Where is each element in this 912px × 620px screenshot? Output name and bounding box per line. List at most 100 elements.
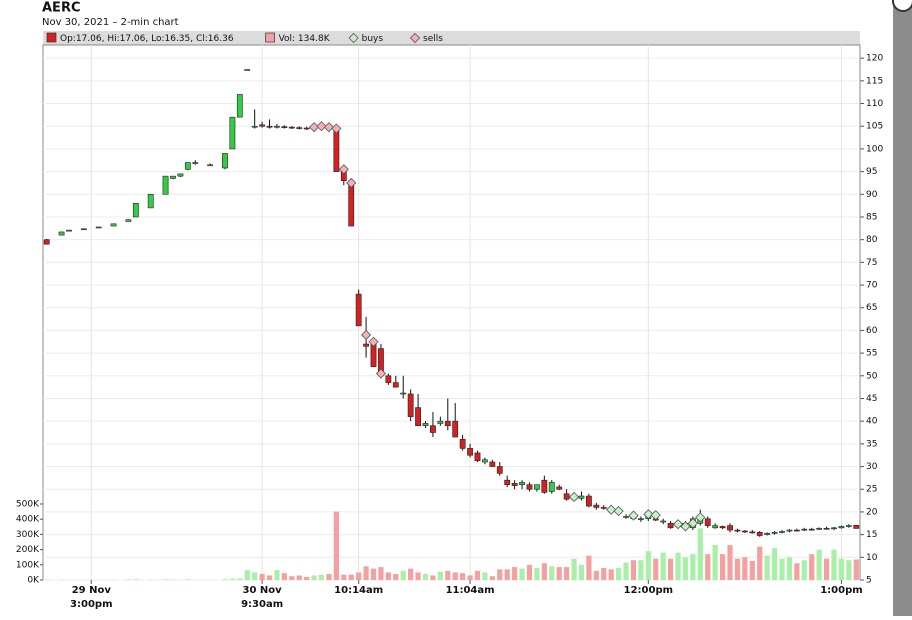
candle-body: [393, 383, 398, 388]
candle-body: [542, 480, 547, 492]
legend-label: Op:17.06, Hi:17.06, Lo:16.35, Cl:16.36: [60, 34, 234, 44]
volume-bar: [185, 579, 190, 580]
candle-body: [208, 165, 213, 166]
volume-bar: [549, 566, 554, 580]
chart-title: AERC: [42, 1, 81, 16]
candle-body: [794, 530, 799, 531]
candle-body: [230, 117, 235, 149]
y-tick-label: 30: [866, 462, 878, 472]
legend-swatch: [266, 33, 275, 42]
legend-swatch: [47, 33, 56, 42]
candle-body: [557, 487, 562, 489]
volume-bar: [163, 579, 168, 580]
volume-bar: [594, 571, 599, 580]
candle-body: [289, 127, 294, 128]
volume-bar: [512, 567, 517, 580]
volume-bar: [772, 548, 777, 580]
chart-subtitle: Nov 30, 2021 – 2-min chart: [42, 17, 179, 28]
volume-bar: [274, 570, 279, 580]
volume-bar: [527, 565, 532, 580]
candle-body: [824, 528, 829, 529]
volume-bar: [616, 568, 621, 580]
candle-body: [586, 496, 591, 506]
x-tick-label: 12:00pm: [624, 585, 673, 596]
volume-bar: [765, 556, 770, 580]
volume-bar: [371, 569, 376, 580]
candle-body: [839, 526, 844, 527]
volume-bar: [378, 567, 383, 580]
volume-bar: [260, 574, 265, 580]
volume-bar: [653, 559, 658, 580]
candle-body: [356, 294, 361, 326]
candle-body: [66, 230, 71, 231]
volume-bar: [319, 575, 324, 580]
y-tick-label: 120: [866, 54, 883, 64]
candle-body: [193, 163, 198, 164]
volume-bar: [542, 563, 547, 580]
volume-bar: [586, 556, 591, 580]
x-tick-label: 3:00pm: [70, 599, 112, 610]
volume-bar: [831, 550, 836, 580]
volume-bar: [341, 575, 346, 580]
candle-body: [564, 494, 569, 499]
candle-body: [623, 516, 628, 517]
volume-bar: [363, 566, 368, 580]
candle-body: [772, 532, 777, 533]
volume-bar: [230, 579, 235, 580]
candle-body: [534, 485, 539, 490]
volume-bar: [356, 572, 361, 580]
candle-body: [44, 240, 49, 245]
candle-body: [787, 530, 792, 531]
legend-label: sells: [423, 34, 443, 44]
candle-body: [401, 393, 406, 394]
candle-body: [638, 519, 643, 520]
volume-bar: [497, 569, 502, 580]
candle-body: [735, 530, 740, 531]
candle-body: [126, 220, 131, 222]
x-tick-label: 11:04am: [446, 585, 495, 596]
volume-bar: [475, 571, 480, 580]
candle-body: [445, 421, 450, 426]
candle-body: [267, 126, 272, 127]
volume-bar: [519, 569, 524, 580]
candle-body: [386, 376, 391, 383]
volume-bar: [490, 576, 495, 580]
y-tick-label: 5: [866, 576, 872, 586]
x-tick-label: 10:14am: [334, 585, 383, 596]
volume-bar: [854, 560, 859, 580]
window-edge: [893, 0, 912, 616]
y-tick-label: 15: [866, 530, 877, 540]
candle-body: [594, 505, 599, 507]
volume-bar: [222, 579, 227, 580]
y-tick-label: 20: [866, 507, 878, 517]
candle-body: [260, 125, 265, 126]
volume-bar: [289, 576, 294, 580]
volume-bar: [705, 554, 710, 580]
volume-bar: [683, 557, 688, 580]
y-tick-label: 60: [866, 326, 878, 336]
volume-bar: [794, 563, 799, 580]
close-button[interactable]: [893, 0, 912, 11]
candle-body: [817, 528, 822, 529]
volume-bar: [282, 573, 287, 580]
y-tick-label: 90: [866, 190, 878, 200]
candle-body: [304, 128, 309, 129]
volume-bar: [720, 554, 725, 580]
x-tick-label: 29 Nov: [72, 585, 112, 596]
volume-bar: [713, 545, 718, 580]
volume-bar: [133, 579, 138, 580]
candle-body: [727, 526, 732, 531]
volume-bar: [467, 575, 472, 580]
volume-bar: [609, 569, 614, 580]
candle-body: [415, 408, 420, 426]
volume-bar: [623, 563, 628, 580]
volume-bar: [638, 560, 643, 580]
candle-body: [854, 525, 859, 528]
volume-bar: [757, 547, 762, 580]
volume-bar: [267, 575, 272, 580]
candle-body: [750, 532, 755, 533]
candle-body: [505, 480, 510, 485]
candle-body: [378, 349, 383, 372]
volume-bar: [824, 559, 829, 580]
